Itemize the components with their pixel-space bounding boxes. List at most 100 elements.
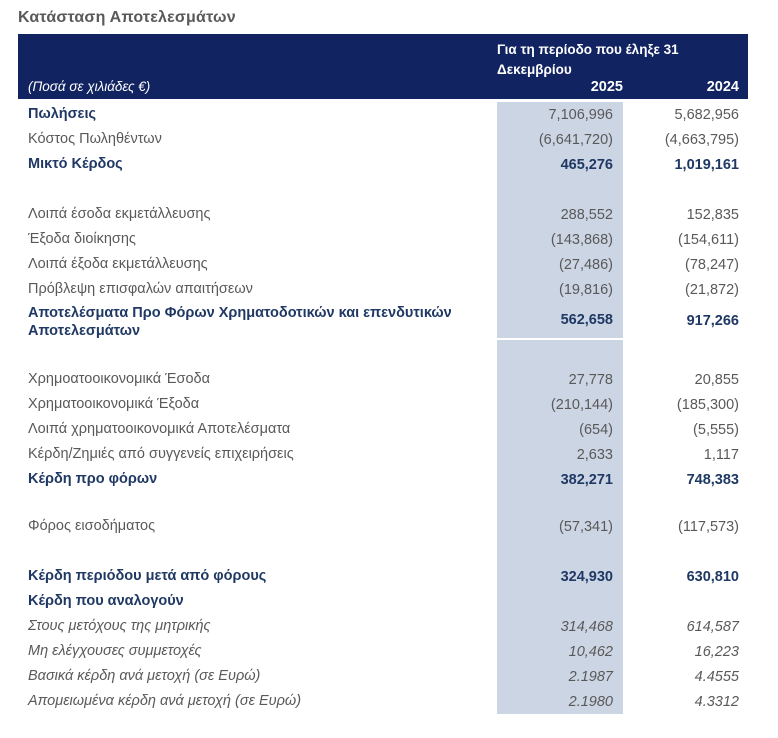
value-2024: (4,663,795) <box>664 131 739 148</box>
row-label: Κέρδη περιόδου μετά από φόρους <box>28 568 267 584</box>
value-2025 <box>497 340 623 367</box>
value-2024: (5,555) <box>693 421 739 438</box>
table-header-band: (Ποσά σε χιλιάδες €) Για τη περίοδο που … <box>18 34 748 99</box>
table-row: Απομειωμένα κέρδη ανά μετοχή (σε Ευρώ) 2.… <box>18 689 748 714</box>
value-2024: 20,855 <box>694 371 739 388</box>
row-label: Στους μετόχους της μητρικής <box>28 618 211 634</box>
value-2024: (21,872) <box>684 281 739 298</box>
value-2025: (143,868) <box>497 227 623 252</box>
value-2025: (57,341) <box>497 514 623 539</box>
row-label: Έξοδα διοίκησης <box>28 231 136 247</box>
table-row: Βασικά κέρδη ανά μετοχή (σε Ευρώ) 2.1987 4… <box>18 664 748 689</box>
table-row: Πωλήσεις 7,106,996 5,682,956 <box>18 102 748 127</box>
row-label: Χρηματοοικονομικά Έξοδα <box>28 396 200 412</box>
row-label: Λοιπά έσοδα εκμετάλλευσης <box>28 206 211 222</box>
table-row: Λοιπά έξοδα εκμετάλλευσης (27,486) (78,247… <box>18 252 748 277</box>
value-2025: 314,468 <box>497 614 623 639</box>
value-2024: 917,266 <box>686 313 739 329</box>
value-2024: 16,223 <box>694 643 739 660</box>
row-label: Λοιπά έξοδα εκμετάλλευσης <box>28 256 208 272</box>
value-2024: 5,682,956 <box>674 106 739 123</box>
table-row: Έξοδα διοίκησης (143,868) (154,611) <box>18 227 748 252</box>
table-row: Φόρος εισοδήματος (57,341) (117,573) <box>18 514 748 539</box>
value-2024: 630,810 <box>686 568 739 585</box>
table-row: Αποτελέσματα Προ Φόρων Χρηματοδοτικών κα… <box>18 302 748 340</box>
row-label: Φόρος εισοδήματος <box>28 518 156 534</box>
table-row: Χρημοατοοικονομικά Έσοδα 27,778 20,855 <box>18 367 748 392</box>
period-header: Για τη περίοδο που έληξε 31 Δεκεμβρίου <box>497 42 679 77</box>
table-row: Κόστος Πωληθέντων (6,641,720) (4,663,795) <box>18 127 748 152</box>
value-2025: 2.1987 <box>497 664 623 689</box>
value-2024 <box>623 340 748 367</box>
row-label: Απομειωμένα κέρδη ανά μετοχή (σε Ευρώ) <box>28 693 302 709</box>
spacer-row <box>18 492 748 514</box>
value-2025 <box>497 589 623 614</box>
table-row: Λοιπά χρηματοοικονομικά Αποτελέσματα (654… <box>18 417 748 442</box>
table-row: Κέρδη προ φόρων 382,271 748,383 <box>18 467 748 492</box>
row-label <box>18 340 497 367</box>
value-2025 <box>497 539 623 564</box>
units-note: (Ποσά σε χιλιάδες €) <box>28 79 151 94</box>
table-row: Κέρδη περιόδου μετά από φόρους 324,930 630… <box>18 564 748 589</box>
value-2025: 7,106,996 <box>497 102 623 127</box>
value-2024: 748,383 <box>686 471 739 488</box>
value-2024 <box>623 492 748 514</box>
value-2025: (654) <box>497 417 623 442</box>
row-label: Αποτελέσματα Προ Φόρων Χρηματοδοτικών κα… <box>28 305 452 339</box>
row-label: Πρόβλεψη επισφαλών απαιτήσεων <box>28 281 253 297</box>
value-2025: 465,276 <box>497 152 623 177</box>
value-2025: 382,271 <box>497 467 623 492</box>
value-2024 <box>623 539 748 564</box>
value-2024: (78,247) <box>684 256 739 273</box>
value-2024: (154,611) <box>678 231 739 248</box>
table-row: Χρηματοοικονομικά Έξοδα (210,144) (185,300… <box>18 392 748 417</box>
row-label: Βασικά κέρδη ανά μετοχή (σε Ευρώ) <box>28 668 261 684</box>
value-2024: 1,117 <box>703 446 739 463</box>
value-2024: 1,019,161 <box>674 156 739 173</box>
value-2025: 27,778 <box>497 367 623 392</box>
value-2025: (19,816) <box>497 277 623 302</box>
value-2024: (117,573) <box>678 518 739 535</box>
spacer-row <box>18 340 748 367</box>
income-statement-report: Κατάσταση Αποτελεσμάτων (Ποσά σε χιλιάδε… <box>18 9 748 714</box>
table-row: Κέρδη/Ζημιές από συγγενείς επιχειρήσεις 2… <box>18 442 748 467</box>
value-2025: 288,552 <box>497 202 623 227</box>
spacer-row <box>18 539 748 564</box>
value-2024: 152,835 <box>686 206 739 223</box>
row-label: Κέρδη που αναλογούν <box>28 593 184 609</box>
row-label: Μικτό Κέρδος <box>28 156 123 172</box>
row-label: Λοιπά χρηματοοικονομικά Αποτελέσματα <box>28 421 291 437</box>
column-header-2025: 2025 <box>590 79 623 95</box>
row-label <box>18 177 497 202</box>
row-label <box>18 539 497 564</box>
row-label: Χρημοατοοικονομικά Έσοδα <box>28 371 211 387</box>
row-label: Κόστος Πωληθέντων <box>28 131 162 147</box>
spacer-row <box>18 177 748 202</box>
value-2025: (6,641,720) <box>497 127 623 152</box>
table-row: Κέρδη που αναλογούν <box>18 589 748 614</box>
table-row: Στους μετόχους της μητρικής 314,468 614,58… <box>18 614 748 639</box>
row-label: Μη ελέγχουσες συμμετοχές <box>28 643 202 659</box>
row-label: Πωλήσεις <box>28 106 97 122</box>
value-2025: 10,462 <box>497 639 623 664</box>
value-2024: 4.4555 <box>694 668 739 685</box>
value-2025: 324,930 <box>497 564 623 589</box>
value-2025 <box>497 492 623 514</box>
page-title: Κατάσταση Αποτελεσμάτων <box>18 9 236 26</box>
row-label: Κέρδη προ φόρων <box>28 471 158 487</box>
table-row: Μη ελέγχουσες συμμετοχές 10,462 16,223 <box>18 639 748 664</box>
value-2025: (210,144) <box>497 392 623 417</box>
value-2025: (27,486) <box>497 252 623 277</box>
table-row: Μικτό Κέρδος 465,276 1,019,161 <box>18 152 748 177</box>
value-2024 <box>623 589 748 614</box>
value-2025: 562,658 <box>497 302 623 340</box>
value-2024 <box>623 177 748 202</box>
column-header-2024: 2024 <box>706 79 739 95</box>
row-label: Κέρδη/Ζημιές από συγγενείς επιχειρήσεις <box>28 446 294 462</box>
table-row: Πρόβλεψη επισφαλών απαιτήσεων (19,816) (21… <box>18 277 748 302</box>
value-2024: 614,587 <box>686 618 739 635</box>
table-body: Πωλήσεις 7,106,996 5,682,956 Κόστος Πωληθέν… <box>18 102 748 714</box>
value-2025: 2,633 <box>497 442 623 467</box>
value-2024: (185,300) <box>676 396 739 413</box>
value-2025 <box>497 177 623 202</box>
